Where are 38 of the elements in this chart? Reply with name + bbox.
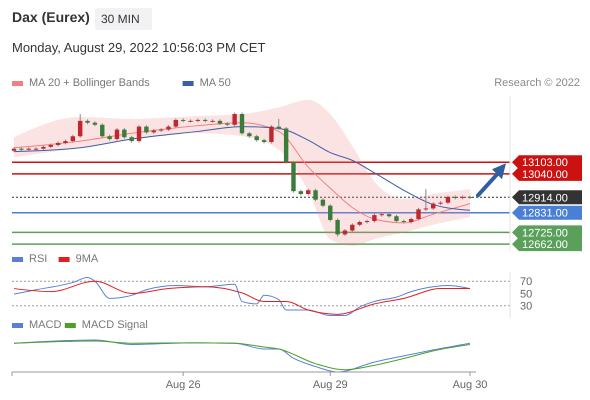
legend-label: MACD Signal <box>82 319 148 331</box>
candlestick <box>78 114 82 138</box>
candlestick <box>335 218 340 237</box>
y-tick-label: 12831.00 <box>522 208 568 220</box>
candlestick <box>313 188 318 202</box>
candlestick <box>136 124 142 144</box>
y-tick-label: 13103.00 <box>522 157 568 170</box>
candlestick <box>100 122 104 138</box>
x-tick-label: Aug 30 <box>452 379 488 391</box>
chart-title: Dax (Eurex) <box>12 9 90 25</box>
candlestick <box>114 128 120 142</box>
x-tick-label: Aug 26 <box>166 379 201 391</box>
text: Monday, August 29, 2022 10:56:03 PM CET <box>12 40 266 55</box>
y-tick-label: 70 <box>520 276 532 288</box>
candlestick <box>174 118 178 129</box>
legend-label: MACD <box>29 319 62 331</box>
candlestick <box>232 112 237 127</box>
line-series <box>14 126 470 211</box>
y-tick-label: 13040.00 <box>522 168 568 181</box>
legend-label: MA 50 <box>200 77 231 89</box>
x-tick-label: Aug 29 <box>312 379 348 391</box>
candlestick <box>328 204 332 222</box>
candlestick <box>122 128 127 140</box>
legend-label: MA 20 + Bollinger Bands <box>29 77 150 89</box>
y-tick-label: 12914.00 <box>522 192 568 204</box>
y-tick-label: 50 <box>520 288 532 300</box>
chart-subtitle: 30 MIN <box>101 12 140 26</box>
y-tick-label: 30 <box>520 300 532 313</box>
candlestick <box>240 112 244 136</box>
y-tick-label: 12662.00 <box>522 239 568 252</box>
candlestick <box>276 118 281 130</box>
y-tick-label: 12725.00 <box>522 227 568 240</box>
text: Research © 2022 <box>494 77 580 89</box>
candlestick <box>269 124 274 144</box>
legend-label: 9MA <box>76 253 99 265</box>
line-series <box>14 122 470 224</box>
candlestick <box>424 188 428 212</box>
legend-label: RSI <box>29 253 48 265</box>
